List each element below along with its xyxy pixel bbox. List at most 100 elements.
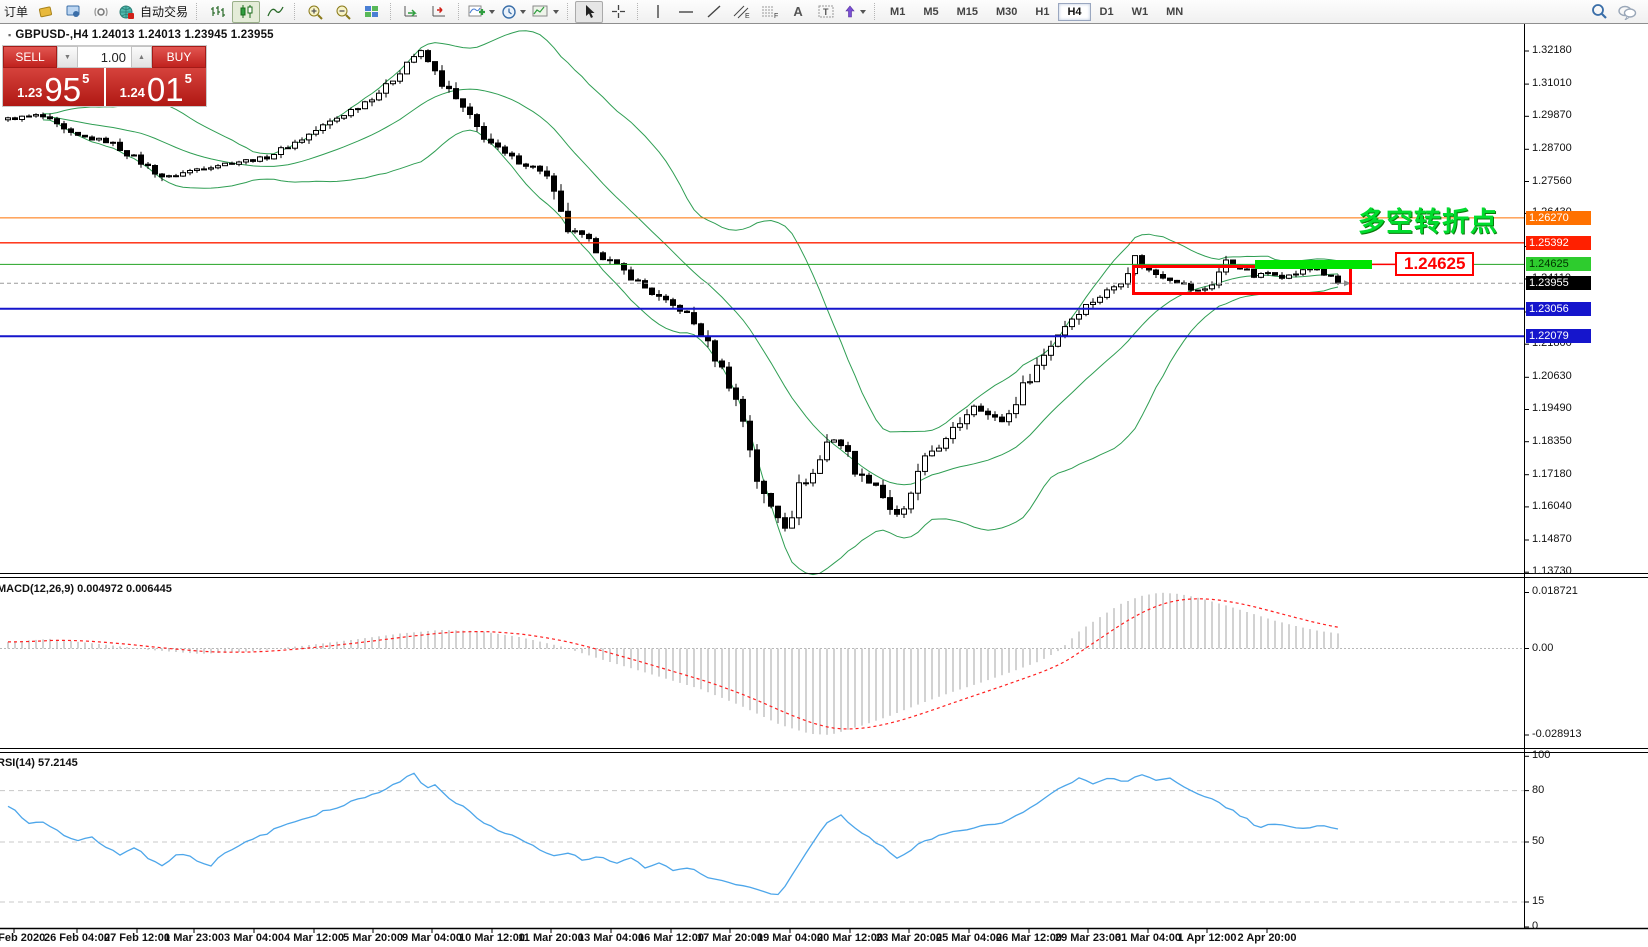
templates-button[interactable] [530,2,561,22]
time-axis-label: 13 Mar 04:00 [577,932,645,944]
price-axis-tick: 1.13730 [1532,565,1572,578]
volume-input[interactable] [78,46,131,68]
auto-scroll-button[interactable] [398,2,424,22]
timeframe-M1[interactable]: M1 [890,5,906,18]
toolbar-separator [458,3,460,20]
price-axis-tick: 1.20630 [1532,370,1572,383]
time-axis-label: 5 Mar 20:00 [343,932,403,944]
price-axis-tick: 1.16040 [1532,499,1572,512]
chart-list-icon[interactable] [32,2,58,22]
price-axis-tick: 1.29870 [1532,109,1572,122]
price-axis-tick: 1.17180 [1532,467,1572,480]
zoom-in-button[interactable] [302,2,328,22]
text-label-button[interactable]: T [813,2,839,22]
price-level-label: 1.24625 [1526,257,1591,272]
vertical-line-button[interactable] [645,2,671,22]
timeframe-M30[interactable]: M30 [996,5,1018,18]
time-axis-label: 31 Mar 04:00 [1114,932,1182,944]
rsi-axis-tick: 0 [1532,920,1539,932]
candlestick-chart-button[interactable] [232,0,261,23]
timeframe-D1[interactable]: D1 [1099,5,1114,18]
time-axis-label: 27 Feb 12:00 [103,932,171,944]
chat-icon[interactable] [1614,2,1640,22]
time-axis-label: 9 Mar 04:00 [402,932,462,944]
cursor-button[interactable] [575,0,604,23]
trendline-button[interactable] [701,2,727,22]
dropdown-caret [860,9,867,14]
toolbar-separator [637,3,639,20]
toolbar-separator [196,3,198,20]
time-axis-label: 1 Apr 12:00 [1177,932,1237,944]
svg-text:T: T [823,7,829,17]
time-axis-label: 11 Mar 20:00 [518,932,584,944]
time-axis-label: 25 Feb 2020 [0,932,46,944]
price-level-label: 1.23056 [1526,301,1591,316]
time-axis-label: 4 Mar 12:00 [284,932,344,944]
indicators-button[interactable] [466,2,497,22]
line-chart-button[interactable] [262,2,288,22]
timeframe-H4[interactable]: H4 [1058,2,1091,21]
sell-button[interactable]: SELL [3,46,57,68]
one-click-trading-panel: SELL ▼ ▲ BUY 1.23 95 5 1.24 01 5 [2,45,207,107]
price-axis[interactable]: 1.321801.310101.298701.287001.275601.264… [1525,0,1648,932]
tile-windows-button[interactable] [358,2,384,22]
buy-button[interactable]: BUY [152,46,206,68]
macd-indicator-label: MACD(12,26,9) 0.004972 0.006445 [0,583,172,595]
price-axis-tick: 1.27560 [1532,174,1572,187]
bar-chart-button[interactable] [204,2,230,22]
price-axis-tick: 1.31010 [1532,77,1572,90]
time-axis-label: 26 Feb 04:00 [43,932,111,944]
svg-text:F: F [774,13,778,19]
volume-down-button[interactable]: ▼ [57,46,78,68]
macd-axis-tick: 0.018721 [1532,585,1578,598]
periods-button[interactable] [499,2,528,22]
sell-price-display[interactable]: 1.23 95 5 [3,68,106,106]
symbol-marker-icon: ▪ [8,30,12,40]
market-watch-icon[interactable] [60,2,86,22]
timeframe-M5[interactable]: M5 [923,5,939,18]
new-order-label: 订单 [4,5,29,19]
time-axis-label: 25 Mar 04:00 [935,932,1003,944]
toolbar-separator [390,3,392,20]
rsi-axis-tick: 15 [1532,894,1545,907]
rsi-axis-tick: 50 [1532,835,1545,847]
rsi-axis-tick: 100 [1532,749,1551,762]
time-axis-label: 19 Mar 04:00 [756,932,824,944]
signals-icon[interactable] [88,2,114,22]
svg-text:E: E [745,13,750,19]
time-axis-label: 23 Mar 20:00 [875,932,943,944]
timeframe-MN[interactable]: MN [1166,5,1184,18]
level-price-tag[interactable]: 1.24625 [1395,252,1475,276]
consolidation-rectangle[interactable] [1132,265,1352,295]
search-icon[interactable] [1586,2,1612,22]
autotrading-label: 自动交易 [140,5,189,19]
timeframe-H1[interactable]: H1 [1035,5,1050,18]
fibonacci-button[interactable]: F [757,2,783,22]
main-toolbar: 订单 自动交易 [0,0,1648,24]
arrows-button[interactable] [841,2,868,22]
turning-point-annotation[interactable]: 多空转折点 [1358,207,1498,237]
text-button[interactable]: A [793,4,803,19]
toolbar-separator [567,3,569,20]
time-axis-label: 29 Mar 23:00 [1054,932,1122,944]
horizontal-line-button[interactable] [673,2,699,22]
zoom-out-button[interactable] [330,2,356,22]
buy-price-display[interactable]: 1.24 01 5 [105,68,206,106]
price-level-label: 1.25392 [1526,235,1591,250]
price-level-label: 1.22079 [1526,329,1591,344]
timeframe-M15[interactable]: M15 [956,5,978,18]
dropdown-caret [520,9,527,14]
new-order-button[interactable]: 订单 [2,2,30,22]
equidistant-channel-button[interactable]: E [729,2,755,22]
chart-shift-button[interactable] [426,2,452,22]
timeframe-W1[interactable]: W1 [1131,5,1149,18]
chart-symbol-label: ▪ GBPUSD-,H4 1.24013 1.24013 1.23945 1.23… [8,29,274,41]
resistance-highlight-bar[interactable] [1255,260,1372,269]
dropdown-caret [553,9,560,14]
volume-up-button[interactable]: ▲ [131,46,152,68]
autotrading-button[interactable]: 自动交易 [116,2,190,22]
toolbar-separator [294,3,296,20]
crosshair-button[interactable] [605,2,631,22]
